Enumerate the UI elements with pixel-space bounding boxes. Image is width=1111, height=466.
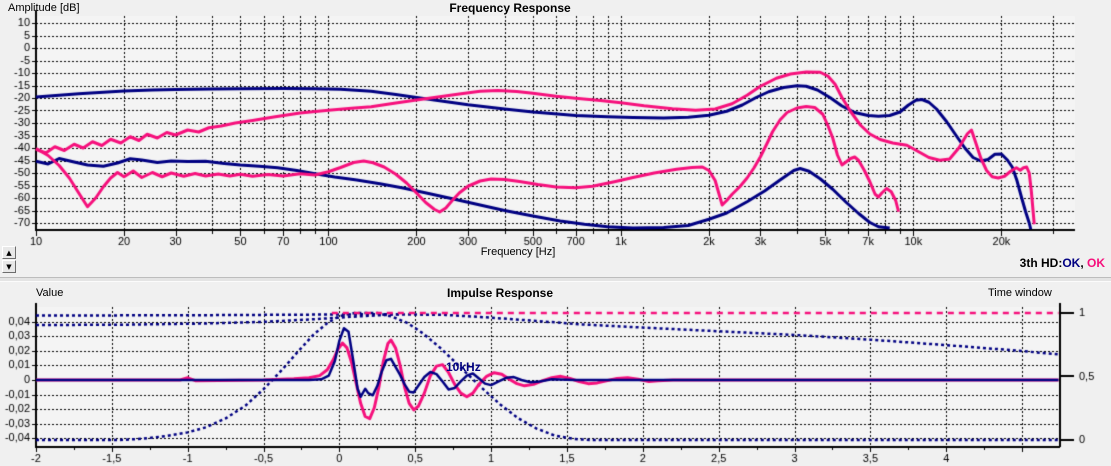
up-arrow-icon: ▲ xyxy=(6,248,12,257)
hd-status-prefix: 3th HD: xyxy=(1019,256,1063,270)
harmonic-distortion-status: 3th HD:OK, OK xyxy=(1020,256,1105,270)
frequency-axis-label: Frequency [Hz] xyxy=(480,246,556,258)
frequency-response-title: Frequency Response xyxy=(449,1,571,15)
scale-scroll-down-button[interactable]: ▼ xyxy=(2,260,16,273)
hd-status-separator: , xyxy=(1080,256,1087,270)
scale-scroll-up-button[interactable]: ▲ xyxy=(2,246,16,259)
cursor-frequency-annotation: 10kHz xyxy=(446,360,481,374)
time-window-axis-label: Time window xyxy=(988,287,1052,299)
amplitude-axis-label: Amplitude [dB] xyxy=(8,2,80,14)
value-axis-label: Value xyxy=(36,287,64,299)
panel-divider xyxy=(0,277,1111,282)
impulse-response-title: Impulse Response xyxy=(446,286,554,300)
down-arrow-icon: ▼ xyxy=(6,262,12,271)
hd-status-right: OK xyxy=(1087,256,1105,270)
hd-status-left: OK xyxy=(1062,256,1081,270)
